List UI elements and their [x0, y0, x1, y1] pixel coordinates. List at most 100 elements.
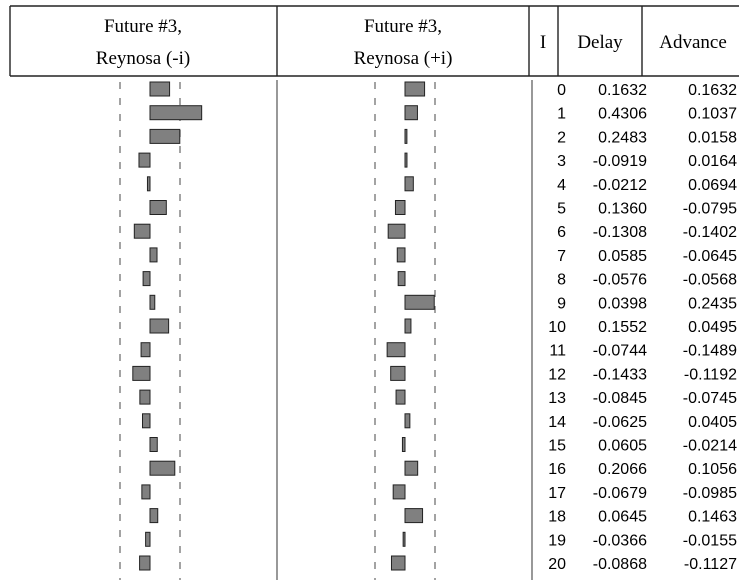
advance-bar: [404, 176, 414, 192]
delay-bar: [138, 152, 151, 168]
advance-value-label: 0.0158: [688, 129, 737, 146]
delay-bar: [149, 105, 203, 121]
delay-value-label: 0.1632: [598, 82, 647, 99]
advance-value-label: -0.0214: [683, 438, 737, 455]
lag-label: 14: [548, 414, 566, 431]
delay-value-label: 0.1360: [598, 201, 647, 218]
lag-label: 3: [557, 153, 566, 170]
delay-value-label: -0.0744: [593, 343, 647, 360]
advance-value-label: 0.0495: [688, 319, 737, 336]
body-dividers: [276, 80, 533, 580]
advance-bar: [394, 200, 406, 215]
advance-value-label: 0.1632: [688, 82, 737, 99]
advance-bar: [404, 460, 419, 476]
delay-value-label: -0.0366: [593, 532, 647, 549]
advance-bar: [395, 389, 406, 405]
values-table: 0 0.1632 0.1632 1 0.4306 0.1037 2 0.2483 0.0158 3…: [548, 82, 737, 573]
delay-value-label: -0.0845: [593, 390, 647, 407]
delay-bar: [149, 128, 181, 144]
table-frame: [9, 5, 739, 77]
delay-value-label: -0.0919: [593, 153, 647, 170]
advance-value-label: -0.0155: [683, 532, 737, 549]
delay-bar: [149, 460, 176, 476]
advance-bar: [404, 105, 418, 121]
delay-value-label: -0.0868: [593, 556, 647, 573]
lag-label: 9: [557, 295, 566, 312]
advance-value-label: -0.1489: [683, 343, 737, 360]
advance-value-label: 0.0164: [688, 153, 737, 170]
delay-bar: [146, 176, 151, 192]
delay-bar: [149, 508, 159, 524]
delay-bar: [149, 200, 167, 215]
advance-bar: [386, 342, 406, 358]
lag-label: 4: [557, 177, 566, 194]
lag-label: 10: [548, 319, 566, 336]
delay-correlogram: [119, 81, 203, 580]
advance-value-label: -0.0985: [683, 485, 737, 502]
lag-label: 17: [548, 485, 566, 502]
delay-bar: [149, 81, 171, 97]
column-headers: Future #3, Reynosa (-i) Future #3, Reyno…: [96, 16, 727, 69]
advance-bar: [390, 555, 406, 571]
lag-label: 13: [548, 390, 566, 407]
delay-value-label: 0.0645: [598, 509, 647, 526]
advance-value-label: -0.1192: [684, 366, 737, 383]
advance-bar: [404, 81, 426, 97]
delay-bar: [139, 555, 151, 571]
delay-value-label: -0.1308: [593, 224, 647, 241]
lag-label: 11: [549, 343, 566, 360]
delay-value-label: 0.4306: [598, 106, 647, 123]
advance-value-label: 0.0405: [688, 414, 737, 431]
advance-value-label: -0.0745: [683, 390, 737, 407]
lag-label: 7: [557, 248, 566, 265]
lag-label: 12: [548, 366, 566, 383]
delay-value-label: -0.0679: [593, 485, 647, 502]
lag-label: 8: [557, 272, 566, 289]
lag-label: 6: [557, 224, 566, 241]
delay-value-label: 0.2066: [598, 461, 647, 478]
header-col1-line2: Reynosa (-i): [96, 48, 190, 69]
lag-label: 19: [548, 532, 566, 549]
lag-label: 18: [548, 509, 566, 526]
delay-bar: [139, 389, 151, 405]
advance-bar: [390, 365, 406, 381]
delay-bar: [149, 437, 158, 452]
delay-bar: [145, 531, 151, 547]
delay-bar: [149, 294, 156, 310]
delay-value-label: -0.0625: [593, 414, 647, 431]
header-delay: Delay: [577, 32, 623, 53]
lag-label: 5: [557, 201, 566, 218]
header-col2-line1: Future #3,: [364, 16, 442, 37]
advance-value-label: 0.1037: [688, 106, 737, 123]
delay-bar: [142, 413, 151, 429]
delay-value-label: 0.0585: [598, 248, 647, 265]
delay-bar: [140, 342, 151, 358]
advance-value-label: 0.1463: [688, 509, 737, 526]
advance-bar: [404, 318, 412, 334]
lag-label: 15: [548, 438, 566, 455]
advance-value-label: -0.0645: [683, 248, 737, 265]
lag-label: 20: [548, 556, 566, 573]
advance-bar: [392, 484, 406, 500]
advance-value-label: -0.1127: [684, 556, 737, 573]
delay-value-label: -0.0212: [593, 177, 647, 194]
advance-bar: [404, 128, 408, 144]
delay-value-label: -0.0576: [593, 272, 647, 289]
advance-value-label: 0.0694: [688, 177, 737, 194]
delay-bar: [142, 271, 151, 287]
advance-correlogram: [374, 81, 436, 580]
delay-value-label: 0.1552: [598, 319, 647, 336]
advance-value-label: 0.1056: [688, 461, 737, 478]
advance-bar: [404, 294, 435, 310]
header-col2-line2: Reynosa (+i): [354, 48, 453, 69]
advance-bar: [404, 508, 424, 524]
advance-bar: [404, 413, 411, 429]
lag-label: 16: [548, 461, 566, 478]
lag-label: 0: [557, 82, 566, 99]
delay-bar: [132, 365, 151, 381]
delay-value-label: 0.0398: [598, 295, 647, 312]
delay-bar: [133, 223, 151, 239]
header-advance: Advance: [659, 32, 727, 53]
header-lag: I: [540, 32, 546, 53]
